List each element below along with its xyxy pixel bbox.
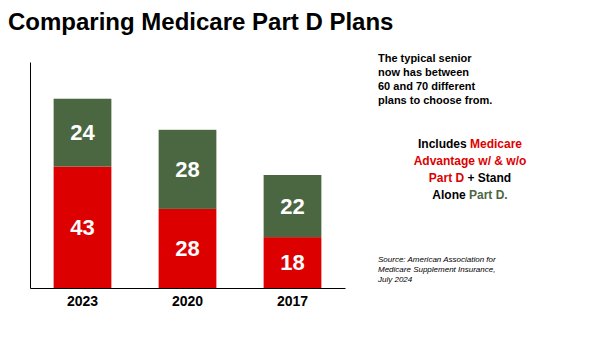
annotation-segment: Includes xyxy=(418,137,470,151)
annotation-line: The typical senior xyxy=(378,52,472,64)
data-label: 18 xyxy=(280,250,304,275)
source-line: Medicare Supplement Insurance, xyxy=(378,265,495,274)
bar-segment xyxy=(159,130,217,209)
x-axis: 2023 2020 2017 xyxy=(31,289,346,309)
bar-segment xyxy=(264,237,322,288)
annotation-segment: Advantage w/ & w/o xyxy=(414,154,527,168)
x-tick-label: 2023 xyxy=(67,293,98,309)
bar-segment xyxy=(159,209,217,288)
source: Source: American Association forMedicare… xyxy=(377,255,496,284)
annotation-line: now has between xyxy=(378,66,469,78)
data-labels: 43 28 18 24 28 22 xyxy=(70,120,304,275)
data-label: 28 xyxy=(175,236,199,261)
x-tick-label: 2020 xyxy=(172,293,203,309)
bar-segment xyxy=(54,99,112,167)
bar-segment xyxy=(264,175,322,237)
chart: Comparing Medicare Part D Plans 43 28 18 24 2… xyxy=(0,0,601,338)
bar-segment xyxy=(54,167,112,288)
y-axis-line xyxy=(30,63,31,289)
annotation: The typical senior now has between 60 and … xyxy=(378,52,492,106)
bars xyxy=(54,99,322,288)
data-label: 28 xyxy=(175,157,199,182)
data-label: 22 xyxy=(280,194,304,219)
x-tick: 2017 xyxy=(277,293,308,309)
title: Comparing Medicare Part D Plans xyxy=(8,8,393,35)
annotation-line: Part D + Stand xyxy=(429,171,511,185)
annotation-line: 60 and 70 different xyxy=(378,80,476,92)
annotation-line: plans to choose from. xyxy=(378,94,492,106)
annotation-segment: Medicare xyxy=(470,137,522,151)
annotation-segment: Part D. xyxy=(469,188,508,202)
source-line: July 2024 xyxy=(377,275,413,284)
x-tick: 2023 xyxy=(67,293,98,309)
annotation-segment: Part D xyxy=(429,171,465,185)
annotation-line: Advantage w/ & w/o xyxy=(414,154,527,168)
x-axis-line xyxy=(31,288,346,289)
x-tick-label: 2017 xyxy=(277,293,308,309)
annotation-line: Alone Part D. xyxy=(432,188,507,202)
y-axis xyxy=(30,63,31,289)
annotation-segment: + Stand xyxy=(464,171,511,185)
annotation-line: Includes Medicare xyxy=(418,137,522,151)
source-line: Source: American Association for xyxy=(378,255,496,264)
data-label: 24 xyxy=(70,120,95,145)
annotation-segment: Alone xyxy=(432,188,469,202)
data-label: 43 xyxy=(70,215,94,240)
x-tick: 2020 xyxy=(172,293,203,309)
